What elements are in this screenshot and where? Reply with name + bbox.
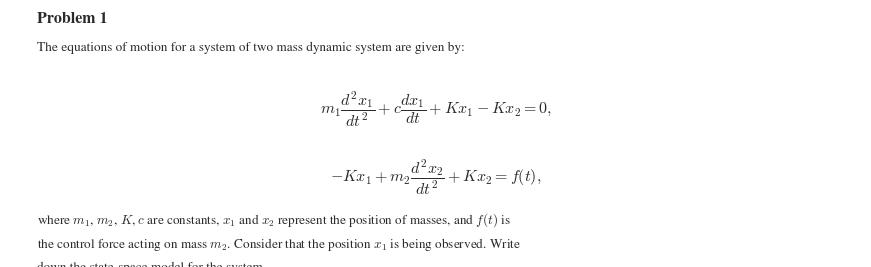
- Text: The equations of motion for a system of two mass dynamic system are given by:: The equations of motion for a system of …: [37, 41, 464, 54]
- Text: $- Kx_1 + m_2\dfrac{d^2x_2}{dt^2} + Kx_2 = f(t),$: $- Kx_1 + m_2\dfrac{d^2x_2}{dt^2} + Kx_2…: [330, 158, 541, 198]
- Text: Problem 1: Problem 1: [37, 12, 107, 26]
- Text: down the state-space model for the system.: down the state-space model for the syste…: [37, 262, 266, 267]
- Text: $m_1\dfrac{d^2x_1}{dt^2} + c\dfrac{dx_1}{dt} + Kx_1 - Kx_2 = 0,$: $m_1\dfrac{d^2x_1}{dt^2} + c\dfrac{dx_1}…: [320, 89, 551, 129]
- Text: where $m_1$, $m_2$, $K$, $c$ are constants, $x_1$ and $x_2$ represent the positi: where $m_1$, $m_2$, $K$, $c$ are constan…: [37, 211, 510, 229]
- Text: the control force acting on mass $m_2$. Consider that the position $x_1$ is bein: the control force acting on mass $m_2$. …: [37, 236, 521, 253]
